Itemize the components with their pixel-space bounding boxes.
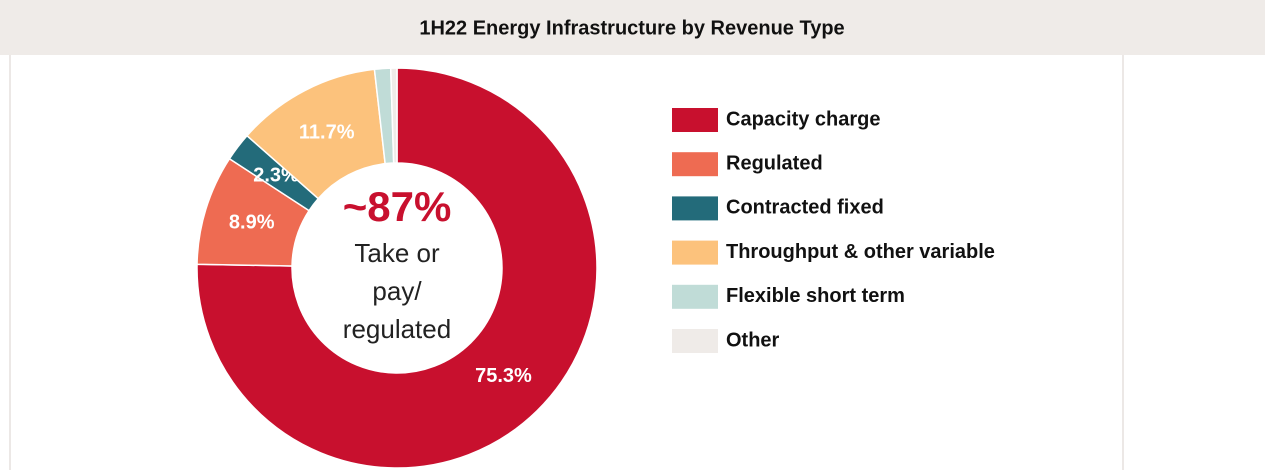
- legend-label: Contracted fixed: [726, 197, 884, 219]
- legend-swatch: [672, 329, 718, 353]
- center-subtext: Take or: [354, 238, 440, 268]
- legend-swatch: [672, 152, 718, 177]
- legend-swatch: [672, 240, 718, 265]
- center-text: ~87%: [343, 183, 452, 230]
- slice-label: 75.3%: [475, 365, 532, 387]
- slice-label: 8.9%: [229, 212, 275, 234]
- donut-slice: [389, 67, 398, 164]
- center-subtext: pay/: [372, 276, 422, 306]
- center-subtext: regulated: [343, 314, 451, 344]
- title-bar: [0, 0, 1265, 55]
- chart-title: 1H22 Energy Infrastructure by Revenue Ty…: [419, 17, 844, 39]
- slice-label: 11.7%: [299, 122, 355, 144]
- legend-swatch: [672, 284, 718, 309]
- legend-label: Other: [726, 329, 780, 351]
- legend-label: Throughput & other variable: [726, 241, 995, 263]
- legend-label: Flexible short term: [726, 285, 905, 307]
- legend-swatch: [672, 108, 718, 132]
- legend-swatch: [672, 196, 718, 221]
- legend-label: Capacity charge: [726, 108, 881, 130]
- legend-label: Regulated: [726, 152, 823, 174]
- donut-slice: [196, 67, 598, 469]
